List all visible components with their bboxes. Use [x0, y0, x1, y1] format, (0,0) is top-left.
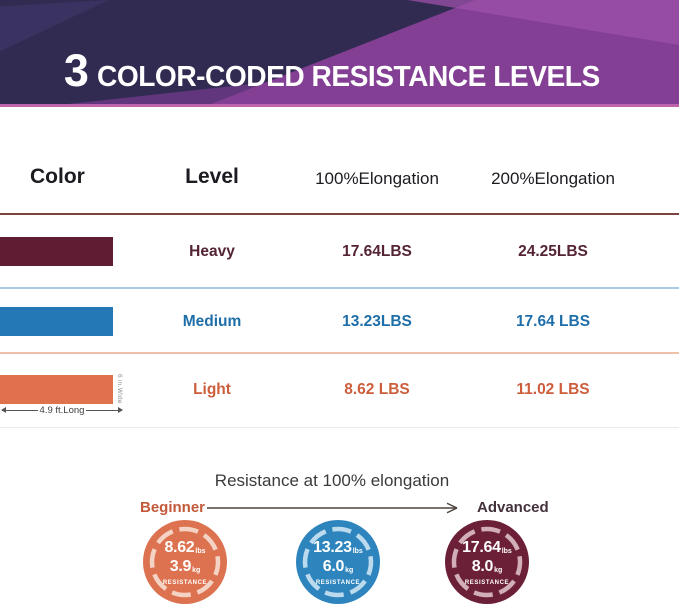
level-label-medium: Medium	[182, 313, 242, 330]
divider-under-light-row	[0, 427, 679, 428]
gauge-caption: RESISTANCE	[464, 579, 510, 586]
page-title: 3 COLOR-CODED RESISTANCE LEVELS	[0, 48, 679, 93]
band-length-label: 4.9 ft.Long	[39, 404, 85, 416]
elong200-value-heavy: 24.25LBS	[518, 243, 588, 260]
gauge-kg-unit: kg	[494, 566, 503, 574]
gauge-text: 8.62 lbs 3.9 kg RESISTANCE	[143, 520, 227, 604]
column-header-color: Color	[30, 165, 85, 188]
level-label-heavy: Heavy	[189, 243, 235, 260]
advanced-label: Advanced	[477, 499, 549, 516]
gauge-heavy: 17.64 lbs 8.0 kg RESISTANCE	[445, 520, 529, 604]
gauge-caption: RESISTANCE	[162, 579, 208, 586]
gauge-lbs-unit: lbs	[352, 547, 363, 555]
gauge-text: 13.23 lbs 6.0 kg RESISTANCE	[296, 520, 380, 604]
beginner-to-advanced-arrow-icon	[207, 502, 458, 514]
elong100-value-medium: 13.23LBS	[342, 313, 412, 330]
gauge-medium: 13.23 lbs 6.0 kg RESISTANCE	[296, 520, 380, 604]
divider-under-header	[0, 213, 679, 215]
gauge-kg-value: 6.0	[322, 557, 345, 575]
elong100-value-light: 8.62 LBS	[344, 381, 410, 398]
gauge-ring-icon	[302, 526, 374, 598]
column-header-level: Level	[185, 165, 239, 188]
gauge-lbs-value: 13.23	[313, 538, 352, 556]
left-arrow-icon	[1, 407, 38, 413]
gauge-kg-value: 3.9	[169, 557, 192, 575]
gauge-lbs-unit: lbs	[501, 547, 512, 555]
gauge-kg-value: 8.0	[471, 557, 494, 575]
band-length-annotation: 4.9 ft.Long	[1, 403, 123, 417]
gauge-ring-icon	[149, 526, 221, 598]
title-text: COLOR-CODED RESISTANCE LEVELS	[96, 61, 600, 93]
elong100-value-heavy: 17.64LBS	[342, 243, 412, 260]
level-label-light: Light	[193, 381, 231, 398]
gauge-lbs-unit: lbs	[195, 547, 206, 555]
elong200-value-medium: 17.64 LBS	[515, 313, 591, 330]
title-number: 3	[63, 45, 89, 96]
band-swatch-medium	[0, 307, 113, 336]
band-width-label: 6 in.Wide	[116, 374, 123, 404]
gauge-text: 17.64 lbs 8.0 kg RESISTANCE	[445, 520, 529, 604]
right-arrow-icon	[86, 407, 123, 413]
elong200-value-light: 11.02 LBS	[516, 381, 590, 398]
banner-bottom-strip	[0, 104, 679, 107]
banner: 3 COLOR-CODED RESISTANCE LEVELS	[0, 0, 679, 107]
band-swatch-heavy	[0, 237, 113, 266]
gauge-lbs-value: 17.64	[462, 538, 501, 556]
gauge-caption: RESISTANCE	[315, 579, 361, 586]
gauge-kg-unit: kg	[192, 566, 201, 574]
gauge-ring-icon	[451, 526, 523, 598]
beginner-label: Beginner	[140, 499, 206, 516]
column-header-100-elongation: 100%Elongation	[315, 169, 439, 188]
column-header-200-elongation: 200%Elongation	[491, 169, 615, 188]
gauge-light: 8.62 lbs 3.9 kg RESISTANCE	[143, 520, 227, 604]
divider-under-medium-row	[0, 352, 679, 354]
band-swatch-light	[0, 375, 113, 404]
gauge-lbs-value: 8.62	[164, 538, 195, 556]
divider-under-heavy-row	[0, 287, 679, 289]
footer-title: Resistance at 100% elongation	[214, 471, 450, 490]
gauge-kg-unit: kg	[345, 566, 354, 574]
